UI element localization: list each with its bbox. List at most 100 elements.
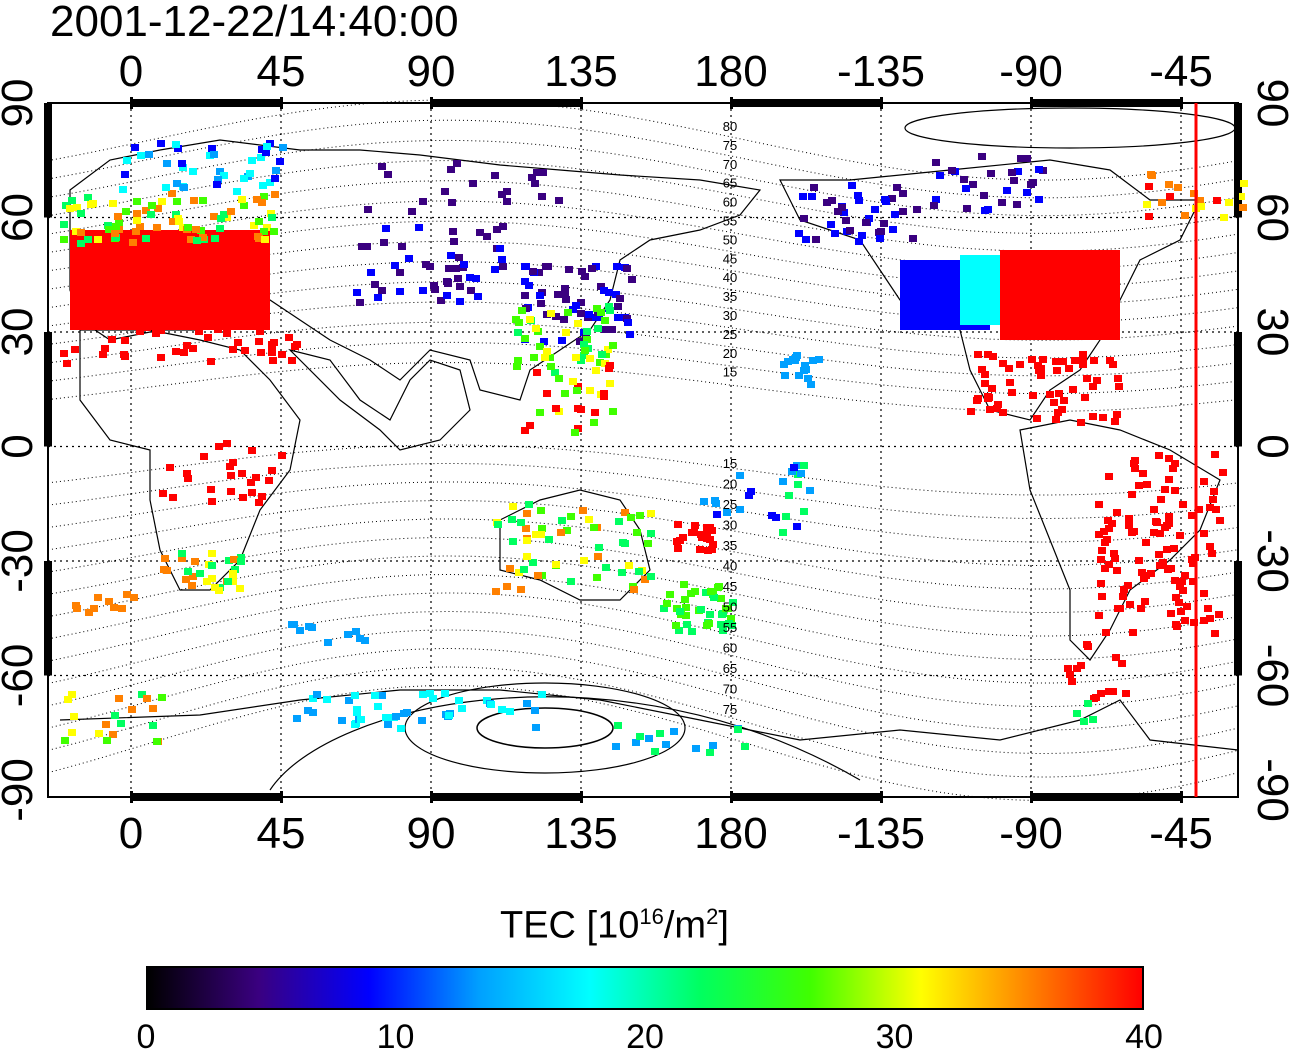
tec-cell: [1110, 550, 1118, 557]
tec-cell: [422, 261, 430, 268]
tec-cell: [189, 573, 197, 580]
tec-cell: [674, 521, 682, 528]
tec-region-na-east: [1000, 250, 1120, 340]
tec-cell: [583, 336, 591, 343]
tec-cell: [1143, 201, 1151, 208]
tec-cell: [795, 230, 803, 237]
tec-cell: [259, 303, 267, 310]
tec-cell: [73, 204, 81, 211]
tec-cell: [400, 710, 408, 717]
tec-cell: [682, 612, 690, 619]
tec-cell: [184, 475, 192, 482]
contour-label-south: 75: [723, 702, 737, 717]
tec-cell: [467, 287, 475, 294]
tec-cell: [117, 720, 125, 727]
tec-cell: [980, 192, 988, 199]
tec-cell: [1083, 641, 1091, 648]
contour-label-south: 15: [723, 456, 737, 471]
tec-cell: [1105, 473, 1113, 480]
tec-cell: [278, 452, 286, 459]
tec-cell: [1095, 531, 1103, 538]
tec-cell: [356, 299, 364, 306]
tec-cell: [136, 223, 144, 230]
tec-cell: [150, 305, 158, 312]
tec-cell: [133, 210, 141, 217]
tec-cell: [1240, 180, 1248, 187]
tec-cell: [706, 611, 714, 618]
tec-cell: [1034, 362, 1042, 369]
tec-cell: [172, 141, 180, 148]
north-pole-contour: [904, 107, 1236, 149]
south-contour: [47, 518, 1239, 590]
tec-cell: [309, 695, 317, 702]
tec-cell: [114, 213, 122, 220]
tec-cell: [265, 477, 273, 484]
tec-cell: [503, 583, 511, 590]
tec-cell: [72, 228, 80, 235]
tec-cell: [635, 568, 643, 575]
tec-cell: [1181, 617, 1189, 624]
tec-cell: [800, 367, 808, 374]
tec-cell: [208, 550, 216, 557]
tec-cell: [1179, 501, 1187, 508]
tec-cell: [374, 294, 382, 301]
tec-cell: [453, 160, 461, 167]
tec-cell: [216, 168, 224, 175]
tec-cell: [572, 302, 580, 309]
tec-cell: [371, 281, 379, 288]
tec-cell: [97, 303, 105, 310]
tec-cell: [960, 176, 968, 183]
tec-cell: [1177, 608, 1185, 615]
tec-cell: [168, 190, 176, 197]
colorbar-tick-label: 30: [875, 1018, 914, 1056]
tec-cell: [862, 219, 870, 226]
tec-cell: [525, 282, 533, 289]
tec-cell: [197, 227, 205, 234]
tec-cell: [166, 464, 174, 471]
tec-cell: [532, 325, 540, 332]
tec-cell: [1106, 357, 1114, 364]
tec-cell: [77, 229, 85, 236]
tec-cell: [984, 351, 992, 358]
tec-cell: [293, 715, 301, 722]
tec-cell: [538, 193, 546, 200]
tec-cell: [199, 234, 207, 241]
tec-cell: [768, 512, 776, 519]
tec-cell: [561, 285, 569, 292]
tec-cell: [1183, 603, 1191, 610]
tec-cell: [182, 576, 190, 583]
tec-cell: [572, 354, 580, 361]
tec-cell: [184, 224, 192, 231]
tec-cell: [1125, 515, 1133, 522]
tec-cell: [189, 168, 197, 175]
tec-cell: [483, 233, 491, 240]
tec-cell: [515, 569, 523, 576]
north-contour: [47, 99, 1239, 181]
bottom-lon-tick-label: 0: [119, 809, 143, 858]
tec-cell: [271, 175, 279, 182]
tec-cell: [1200, 590, 1208, 597]
tec-cell: [522, 263, 530, 270]
tec-cell: [810, 184, 818, 191]
tec-cell: [1023, 155, 1031, 162]
tec-cell: [585, 516, 593, 523]
tec-cell: [978, 366, 986, 373]
tec-cell: [1200, 617, 1208, 624]
left-lat-tick-label: 30: [0, 308, 42, 357]
contour-label-south: 60: [723, 641, 737, 656]
tec-cell: [1137, 605, 1145, 612]
tec-cell: [509, 538, 517, 545]
tec-cell: [1109, 688, 1117, 695]
contour-label-south: 50: [723, 600, 737, 615]
tec-cell: [445, 712, 453, 719]
tec-cell: [208, 145, 216, 152]
tec-cell: [998, 199, 1006, 206]
north-contour: [47, 362, 1239, 412]
tec-cell: [848, 182, 856, 189]
tec-cell: [563, 527, 571, 534]
tec-cell: [491, 266, 499, 273]
coastlines: [59, 139, 1239, 751]
tec-cell: [1008, 169, 1016, 176]
tec-cell: [1095, 501, 1103, 508]
tec-cell: [175, 218, 183, 225]
